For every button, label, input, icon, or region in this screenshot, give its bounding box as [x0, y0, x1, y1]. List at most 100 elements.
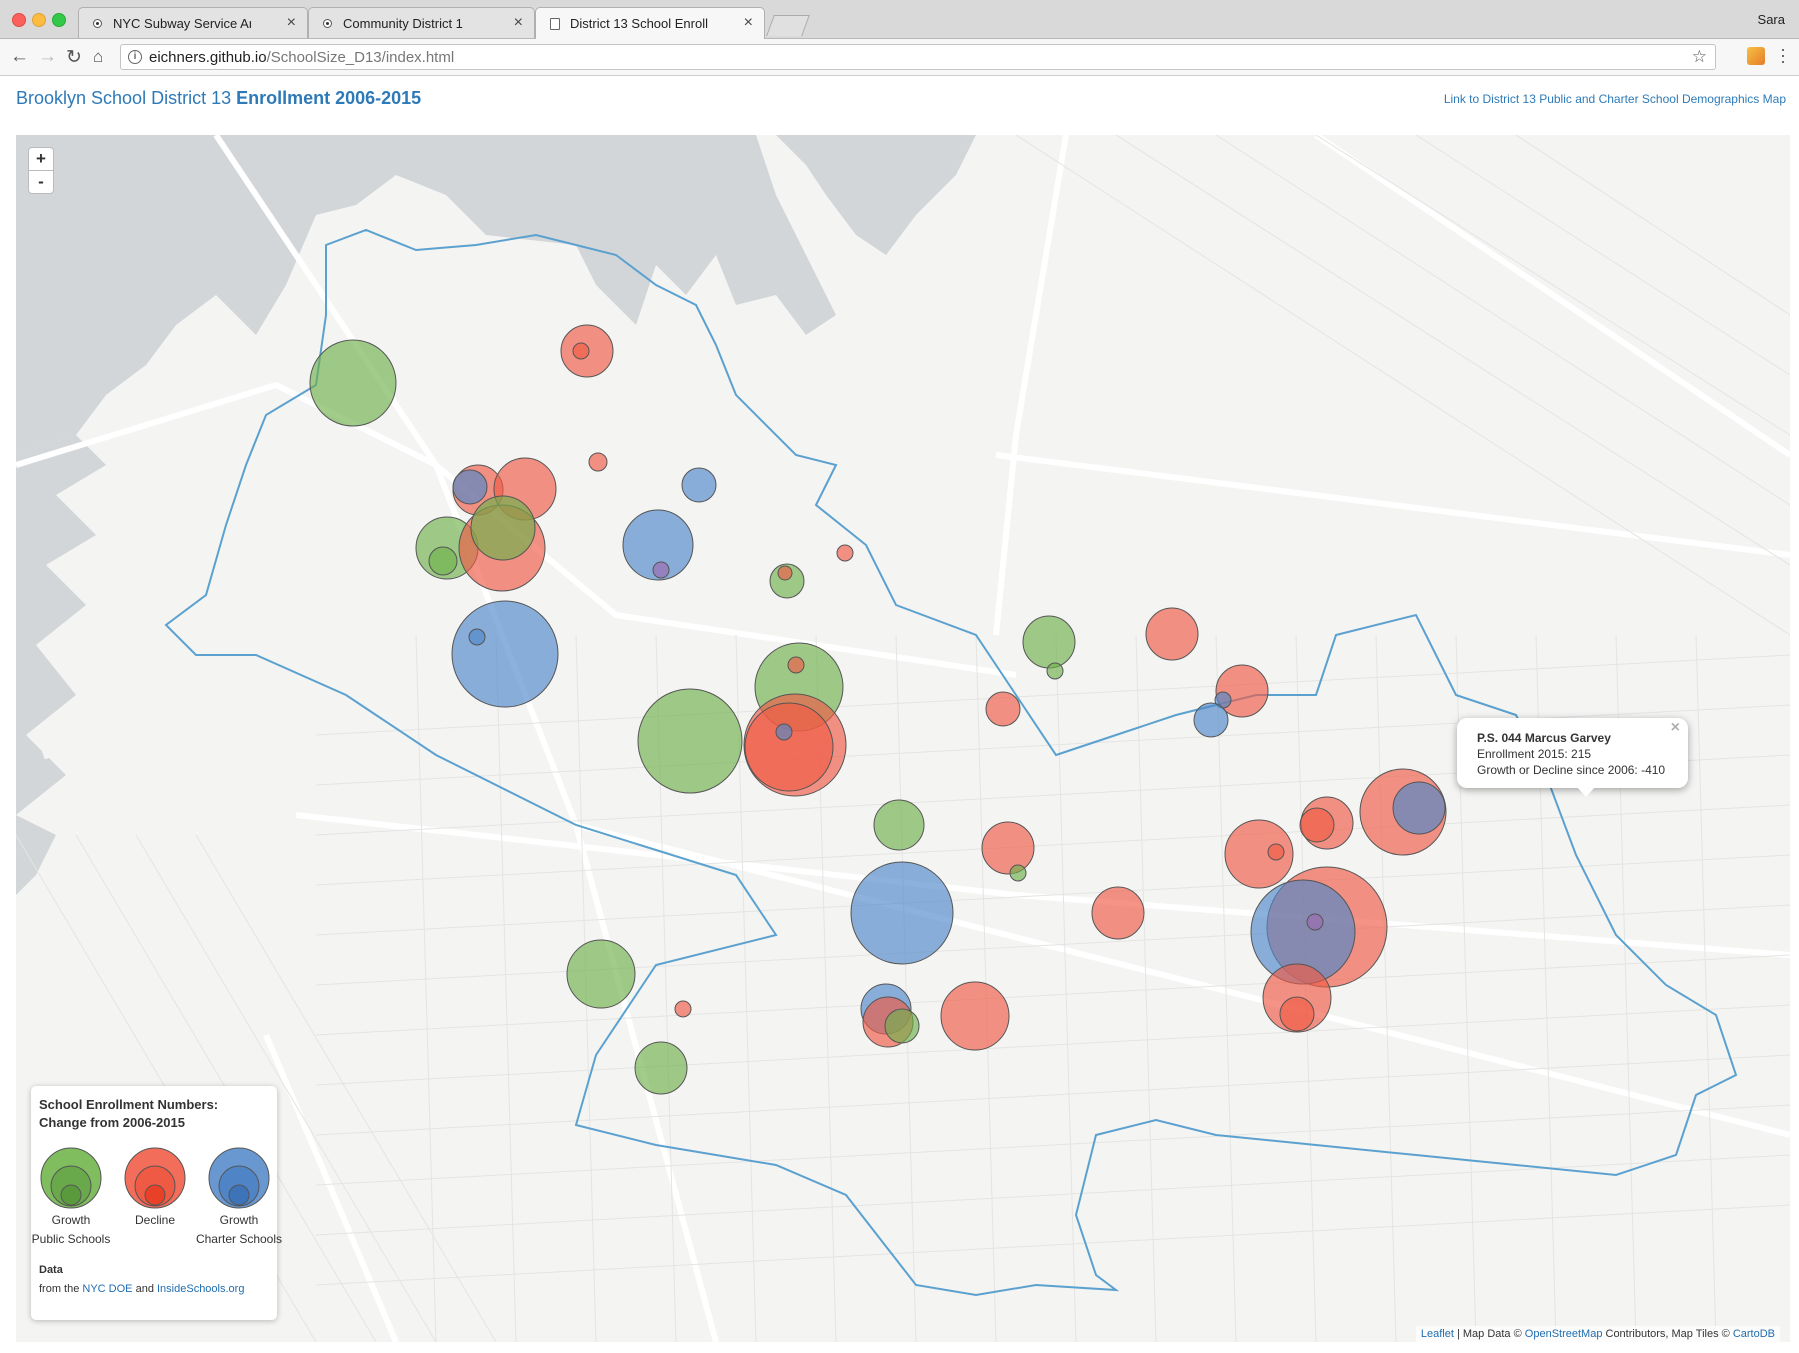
page-icon: [550, 18, 560, 30]
school-circle-charter: [775, 723, 793, 741]
school-popup: P.S. 044 Marcus Garvey Enrollment 2015: …: [1457, 718, 1688, 788]
zoom-in-button[interactable]: +: [28, 147, 54, 171]
school-circle-charter: [1306, 913, 1324, 931]
school-circle-decline: [1091, 886, 1145, 940]
menu-icon[interactable]: · · ·: [1780, 39, 1786, 71]
bookmark-star-icon[interactable]: ☆: [1691, 47, 1707, 66]
school-circle-decline: [588, 452, 608, 472]
address-bar[interactable]: i eichners.github.io/SchoolSize_D13/inde…: [120, 44, 1716, 70]
basemap: [16, 135, 1790, 1342]
school-circle-decline: [787, 656, 805, 674]
school-circle-charter: [652, 561, 670, 579]
close-window-button[interactable]: [12, 13, 26, 27]
school-circle-growth: [428, 546, 458, 576]
legend-decline-label: Decline: [134, 1213, 176, 1227]
legend-charter-schools-label: Charter Schools: [195, 1232, 283, 1246]
school-circle-decline: [744, 702, 834, 792]
nyc-doe-link[interactable]: NYC DOE: [82, 1283, 133, 1295]
school-circle-growth: [1009, 864, 1027, 882]
map-attribution: Leaflet | Map Data © OpenStreetMap Contr…: [1415, 1326, 1780, 1342]
school-circle-charter: [452, 469, 488, 505]
water-area: [16, 135, 976, 895]
url-text[interactable]: eichners.github.io/SchoolSize_D13/index.…: [149, 49, 455, 66]
profile-name[interactable]: Sara: [1757, 12, 1785, 27]
school-circle-growth: [637, 688, 743, 794]
minimize-window-button[interactable]: [32, 13, 46, 27]
back-arrow-icon[interactable]: ←: [10, 46, 29, 67]
school-circle-decline: [572, 342, 590, 360]
piers: [35, 365, 778, 760]
school-circle-growth: [1046, 662, 1064, 680]
new-tab-button[interactable]: [766, 15, 810, 36]
openstreetmap-link[interactable]: OpenStreetMap: [1524, 1328, 1603, 1340]
legend-data-source: from the NYC DOE and InsideSchools.org: [39, 1283, 245, 1295]
globe-icon: [323, 19, 332, 28]
zoom-out-button[interactable]: -: [28, 170, 54, 194]
home-icon[interactable]: ⌂: [93, 47, 104, 66]
school-circle-decline: [1267, 843, 1285, 861]
school-circle-decline: [1224, 819, 1294, 889]
tab-district-13[interactable]: District 13 School Enrollment ×: [535, 7, 765, 39]
forward-arrow-icon[interactable]: →: [38, 46, 57, 67]
school-circle-charter: [468, 628, 486, 646]
maximize-window-button[interactable]: [52, 13, 66, 27]
legend-growth-label: Growth: [51, 1213, 91, 1227]
globe-icon: [93, 19, 102, 28]
school-circle-charter: [681, 467, 717, 503]
legend-growth-circle-small: [60, 1184, 82, 1206]
browser-title-bar: NYC Subway Service Area An × Community D…: [0, 0, 1799, 39]
legend-charter-label: Growth: [219, 1213, 259, 1227]
tab-nyc-subway[interactable]: NYC Subway Service Area An ×: [78, 7, 308, 38]
insideschools-link[interactable]: InsideSchools.org: [157, 1283, 245, 1295]
page-title: Brooklyn School District 13 Enrollment 2…: [16, 88, 422, 108]
reload-icon[interactable]: ↻: [66, 47, 82, 68]
school-circle-growth: [1022, 615, 1076, 669]
extension-icon[interactable]: [1747, 47, 1765, 65]
school-circle-growth: [309, 339, 397, 427]
legend-decline-circle-small: [144, 1184, 166, 1206]
school-circle-charter: [1193, 702, 1229, 738]
school-circle-decline: [981, 821, 1035, 875]
popup-close-icon[interactable]: ×: [1670, 719, 1680, 736]
tab-title: District 13 School Enrollment: [570, 16, 708, 31]
district-boundary: [164, 228, 1738, 1297]
school-circle-growth: [873, 799, 925, 851]
legend-swatches: [40, 1147, 270, 1209]
school-circle-growth: [566, 939, 636, 1009]
school-circle-decline: [777, 565, 793, 581]
legend-public-schools-label: Public Schools: [31, 1232, 111, 1246]
legend-title: School Enrollment Numbers: Change from 2…: [39, 1097, 219, 1130]
tab-title: NYC Subway Service Area An: [113, 16, 251, 31]
school-circle-charter: [622, 509, 694, 581]
school-circle-decline: [985, 691, 1021, 727]
school-circle-charter: [850, 861, 954, 965]
popup-enrollment: Enrollment 2015: 215: [1477, 747, 1592, 761]
school-circles: [309, 324, 1447, 1095]
school-circle-decline: [836, 544, 854, 562]
tab-title: Community District 1: [343, 16, 463, 31]
school-circle-growth: [634, 1041, 688, 1095]
cartodb-link[interactable]: CartoDB: [1732, 1328, 1775, 1340]
tab-close-icon[interactable]: ×: [743, 14, 753, 31]
browser-toolbar: ← → ↻ ⌂ i eichners.github.io/SchoolSize_…: [0, 39, 1799, 76]
tab-close-icon[interactable]: ×: [513, 14, 523, 31]
school-circle-decline: [1299, 807, 1335, 843]
school-circle-decline: [1145, 607, 1199, 661]
school-circle-decline: [1279, 996, 1315, 1032]
legend-data-title: Data: [39, 1264, 63, 1276]
school-circle-growth: [884, 1008, 920, 1044]
demographics-map-link[interactable]: Link to District 13 Public and Charter S…: [1443, 92, 1786, 106]
school-circle-charter: [1392, 781, 1446, 835]
tab-community-district[interactable]: Community District 1 ×: [308, 7, 535, 38]
school-circle-growth: [470, 495, 536, 561]
legend-charter-circle-small: [228, 1184, 250, 1206]
leaflet-link[interactable]: Leaflet: [1420, 1328, 1454, 1340]
info-icon[interactable]: i: [128, 50, 142, 64]
popup-tip: [1577, 787, 1595, 797]
school-circle-decline: [940, 981, 1010, 1051]
school-circle-decline: [674, 1000, 692, 1018]
tab-close-icon[interactable]: ×: [286, 14, 296, 31]
map-legend: School Enrollment Numbers: Change from 2…: [31, 1086, 282, 1320]
school-circle-charter: [451, 600, 559, 708]
popup-change: Growth or Decline since 2006: -410: [1477, 763, 1666, 777]
